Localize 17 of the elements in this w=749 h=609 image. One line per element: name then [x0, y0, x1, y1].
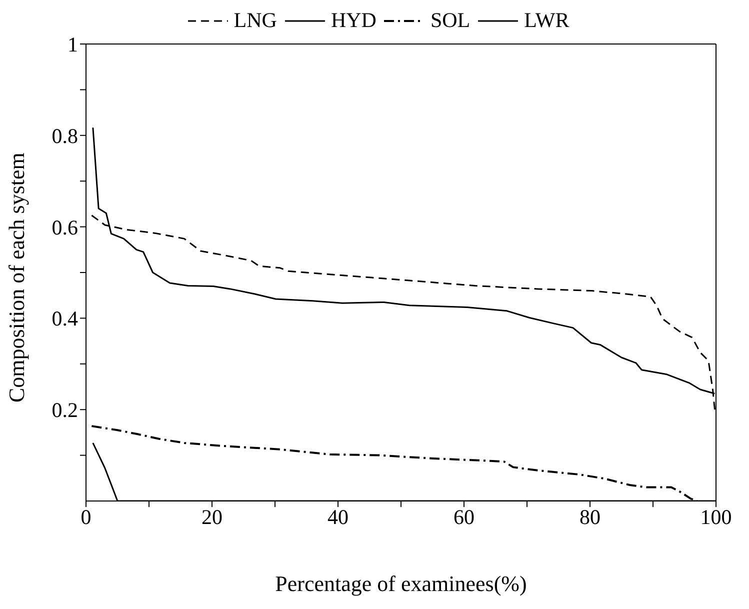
x-axis-title: Percentage of examinees(%) [275, 571, 527, 596]
y-tick-label: 0.6 [52, 215, 78, 240]
x-tick-label: 20 [202, 504, 222, 529]
x-tick-label: 40 [328, 504, 348, 529]
x-tick-label: 100 [700, 504, 732, 529]
x-tick-label: 60 [454, 504, 474, 529]
legend-label: HYD [330, 8, 376, 33]
x-tick-label: 0 [80, 504, 92, 529]
x-tick-label: 80 [580, 504, 600, 529]
legend-label: LWR [524, 8, 570, 33]
legend-label: LNG [234, 8, 277, 33]
y-axis-title: Composition of each system [4, 152, 29, 402]
y-tick-label: 1 [68, 32, 78, 56]
y-tick-label: 0.8 [52, 124, 78, 148]
y-tick-label: 0.4 [52, 306, 78, 331]
y-tick-label: 0.2 [52, 398, 78, 422]
legend-label: SOL [430, 8, 470, 33]
